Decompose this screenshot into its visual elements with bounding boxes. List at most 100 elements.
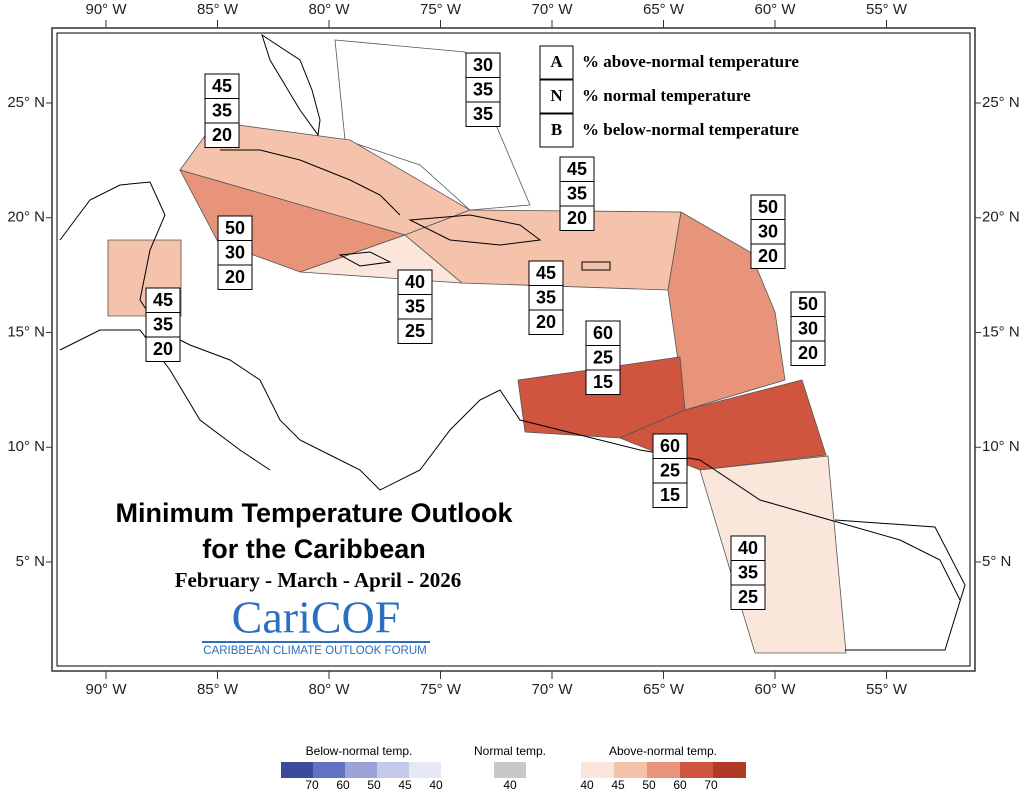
longitude-label: 65° W xyxy=(643,681,685,698)
probability-cell xyxy=(559,181,595,207)
latitude-label: 20° N xyxy=(982,209,1020,226)
longitude-label: 90° W xyxy=(85,681,127,698)
probability-value: 60 xyxy=(593,323,613,343)
probability-cell xyxy=(528,309,564,335)
probability-cell xyxy=(204,73,240,99)
probability-box: 45 35 20 xyxy=(145,287,181,362)
legend-label: 45 xyxy=(398,778,412,791)
probability-cell xyxy=(145,287,181,313)
longitude-label: 55° W xyxy=(866,1,908,18)
legend-swatch xyxy=(581,762,614,778)
probability-cell xyxy=(145,312,181,338)
longitude-label: 70° W xyxy=(531,681,573,698)
latitude-label: 15° N xyxy=(7,323,45,340)
legend-swatch xyxy=(409,762,441,778)
legend-swatch xyxy=(281,762,313,778)
probability-cell xyxy=(559,205,595,231)
probability-value: 35 xyxy=(473,79,493,99)
probability-value: 20 xyxy=(225,267,245,287)
probability-cell xyxy=(730,560,766,586)
key-letter: N xyxy=(550,86,563,105)
legend-title: Above-normal temp. xyxy=(609,744,717,758)
regions xyxy=(107,39,847,654)
key-text: % below-normal temperature xyxy=(582,120,799,139)
legend-label: 70 xyxy=(305,778,319,791)
probability-box: 40 35 25 xyxy=(397,269,433,344)
probability-value: 45 xyxy=(153,290,173,310)
probability-cell xyxy=(145,336,181,362)
probability-value: 35 xyxy=(738,562,758,582)
legend-label: 50 xyxy=(367,778,381,791)
probability-value: 50 xyxy=(758,197,778,217)
legend-swatch xyxy=(647,762,680,778)
latitude-label: 5° N xyxy=(982,553,1011,570)
longitude-label: 70° W xyxy=(531,1,573,18)
probability-cell xyxy=(465,101,501,127)
region-leewards xyxy=(667,211,786,411)
legend-label: 70 xyxy=(704,778,718,791)
probability-value: 20 xyxy=(758,246,778,266)
latitude-label: 20° N xyxy=(7,209,45,226)
probability-value: 25 xyxy=(660,460,680,480)
key-box xyxy=(539,113,574,148)
probability-box: 60 25 15 xyxy=(652,433,688,508)
longitude-label: 75° W xyxy=(420,681,462,698)
probability-value: 30 xyxy=(798,318,818,338)
map-inner-frame xyxy=(56,32,971,667)
probability-value: 20 xyxy=(212,125,232,145)
latitude-label: 5° N xyxy=(16,553,45,570)
probability-cell xyxy=(465,77,501,103)
probability-box: 40 35 25 xyxy=(730,535,766,610)
probability-value: 25 xyxy=(593,347,613,367)
legend-swatch xyxy=(614,762,647,778)
probability-value: 15 xyxy=(660,485,680,505)
probability-value: 30 xyxy=(225,242,245,262)
probability-cell xyxy=(790,340,826,366)
probability-box: 60 25 15 xyxy=(585,320,621,395)
legend-title: Normal temp. xyxy=(474,744,546,758)
probability-cell xyxy=(585,345,621,371)
probability-value: 20 xyxy=(567,208,587,228)
key: A % above-normal temperature N % normal tem… xyxy=(539,45,799,148)
key-letter: B xyxy=(551,120,562,139)
key-text: % normal temperature xyxy=(582,86,751,105)
probability-cell xyxy=(397,318,433,344)
probability-box: 50 30 20 xyxy=(750,194,786,269)
longitude-label: 55° W xyxy=(866,681,908,698)
probability-cell xyxy=(790,316,826,342)
probability-value: 45 xyxy=(567,159,587,179)
longitude-label: 80° W xyxy=(308,681,350,698)
legend-swatch xyxy=(377,762,409,778)
logo-subtitle: CARIBBEAN CLIMATE OUTLOOK FORUM xyxy=(203,645,426,657)
probability-value: 50 xyxy=(798,294,818,314)
key-box xyxy=(539,45,574,80)
probability-box: 50 30 20 xyxy=(790,291,826,366)
longitude-label: 60° W xyxy=(754,1,796,18)
probability-cell xyxy=(585,320,621,346)
probability-value: 35 xyxy=(212,100,232,120)
probability-cell xyxy=(652,433,688,459)
probability-value: 35 xyxy=(405,296,425,316)
legend-label: 45 xyxy=(611,778,625,791)
longitude-label: 90° W xyxy=(85,1,127,18)
probability-cell xyxy=(465,52,501,78)
subtitle: for the Caribbean xyxy=(202,534,426,564)
legend-label: 40 xyxy=(580,778,594,791)
latitude-label: 15° N xyxy=(982,323,1020,340)
probability-cell xyxy=(750,219,786,245)
probability-cell xyxy=(217,264,253,290)
legend-swatch xyxy=(494,762,526,778)
probability-box: 45 35 20 xyxy=(204,73,240,148)
legend-label: 60 xyxy=(673,778,687,791)
longitude-label: 75° W xyxy=(420,1,462,18)
probability-value: 50 xyxy=(225,218,245,238)
probability-value: 15 xyxy=(593,372,613,392)
probability-cell xyxy=(730,584,766,610)
probability-cell xyxy=(652,458,688,484)
probability-box: 50 30 20 xyxy=(217,215,253,290)
probability-cell xyxy=(750,243,786,269)
latitude-label: 25° N xyxy=(982,94,1020,111)
probability-value: 45 xyxy=(212,76,232,96)
probability-value: 45 xyxy=(536,263,556,283)
